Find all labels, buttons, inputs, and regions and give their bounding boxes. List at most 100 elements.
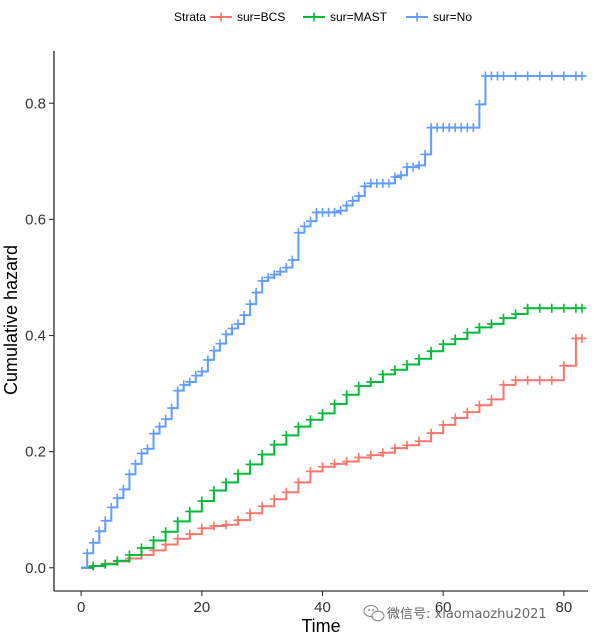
censor-mark xyxy=(179,380,189,390)
censor-mark xyxy=(438,339,448,349)
censor-mark xyxy=(136,448,146,458)
x-tick-label: 80 xyxy=(556,599,573,616)
watermark-text: 微信号: xiaomaozhu2021 xyxy=(387,607,547,622)
censor-mark xyxy=(263,272,273,282)
censor-mark xyxy=(185,506,195,516)
censor-mark xyxy=(112,493,122,503)
censor-mark xyxy=(281,263,291,273)
censor-mark xyxy=(233,515,243,525)
censor-mark xyxy=(191,371,201,381)
censor-mark xyxy=(124,469,134,479)
censor-mark xyxy=(197,496,207,506)
x-tick-label: 60 xyxy=(435,599,452,616)
censor-mark xyxy=(486,319,496,329)
censor-mark xyxy=(330,459,340,469)
censor-mark xyxy=(559,303,569,313)
censor-mark xyxy=(149,429,159,439)
censor-mark xyxy=(293,477,303,487)
censor-mark xyxy=(378,369,388,379)
censor-mark xyxy=(354,191,364,201)
censor-mark xyxy=(390,365,400,375)
censor-mark xyxy=(390,172,400,182)
censor-mark xyxy=(209,521,219,531)
censor-mark xyxy=(523,375,533,385)
censor-mark xyxy=(450,413,460,423)
censor-mark xyxy=(203,355,213,365)
series-sur=BCS xyxy=(81,333,587,571)
censor-mark xyxy=(559,361,569,371)
censor-mark xyxy=(100,559,110,569)
censor-mark xyxy=(511,375,521,385)
x-axis-title: Time xyxy=(301,616,340,636)
censor-mark xyxy=(462,407,472,417)
censor-mark xyxy=(354,381,364,391)
series-line xyxy=(81,307,582,569)
censor-mark xyxy=(305,415,315,425)
censor-mark xyxy=(221,477,231,487)
y-ticks: 0.0 0.2 0.4 0.6 0.8 xyxy=(25,95,54,577)
censor-mark xyxy=(293,422,303,432)
censor-mark xyxy=(161,540,171,550)
censor-mark xyxy=(88,561,98,571)
censor-mark xyxy=(209,346,219,356)
legend-label: sur=MAST xyxy=(330,10,388,24)
censor-mark xyxy=(535,303,545,313)
censor-mark xyxy=(106,502,116,512)
censor-mark xyxy=(233,319,243,329)
censor-mark xyxy=(94,526,104,536)
censor-mark xyxy=(269,494,279,504)
censor-mark xyxy=(149,535,159,545)
censor-mark xyxy=(474,99,484,109)
censor-mark xyxy=(233,469,243,479)
censor-mark xyxy=(305,466,315,476)
censor-mark xyxy=(390,443,400,453)
censor-mark xyxy=(197,523,207,533)
censor-mark xyxy=(173,386,183,396)
censor-mark xyxy=(499,71,509,81)
x-tick-label: 40 xyxy=(314,599,331,616)
censor-mark xyxy=(143,444,153,454)
censor-mark xyxy=(275,267,285,277)
legend-label: sur=No xyxy=(433,10,472,24)
legend-title: Strata xyxy=(174,10,206,24)
censor-mark xyxy=(474,322,484,332)
censor-mark xyxy=(535,71,545,81)
legend-key-mark xyxy=(216,12,226,22)
censor-mark xyxy=(173,516,183,526)
censor-mark xyxy=(438,420,448,430)
x-ticks: 0 20 40 60 80 xyxy=(77,591,572,616)
censor-mark xyxy=(124,550,134,560)
x-tick-label: 0 xyxy=(77,599,85,616)
censor-mark xyxy=(299,221,309,231)
censor-mark xyxy=(293,228,303,238)
censor-mark xyxy=(559,71,569,81)
censor-mark xyxy=(547,375,557,385)
censor-mark xyxy=(402,360,412,370)
censor-mark xyxy=(577,71,587,81)
legend: Strata sur=BCS sur=MAST sur=No xyxy=(174,10,472,24)
censor-mark xyxy=(185,529,195,539)
censor-mark xyxy=(318,408,328,418)
censor-mark xyxy=(257,450,267,460)
censor-mark xyxy=(408,162,418,172)
censor-mark xyxy=(318,462,328,472)
y-tick-label: 0.0 xyxy=(25,560,46,577)
legend-key-mark xyxy=(309,12,319,22)
censor-mark xyxy=(245,299,255,309)
censor-mark xyxy=(366,450,376,460)
censor-mark xyxy=(468,123,478,133)
y-tick-label: 0.8 xyxy=(25,95,46,112)
censor-mark xyxy=(547,71,557,81)
censor-mark xyxy=(281,487,291,497)
censor-mark xyxy=(245,459,255,469)
censor-mark xyxy=(227,324,237,334)
censor-mark xyxy=(535,375,545,385)
censor-mark xyxy=(426,428,436,438)
wechat-icon xyxy=(363,604,385,622)
censor-mark xyxy=(378,448,388,458)
series-line xyxy=(81,337,582,569)
censor-mark xyxy=(118,484,128,494)
censor-mark xyxy=(167,403,177,413)
censor-mark xyxy=(287,255,297,265)
